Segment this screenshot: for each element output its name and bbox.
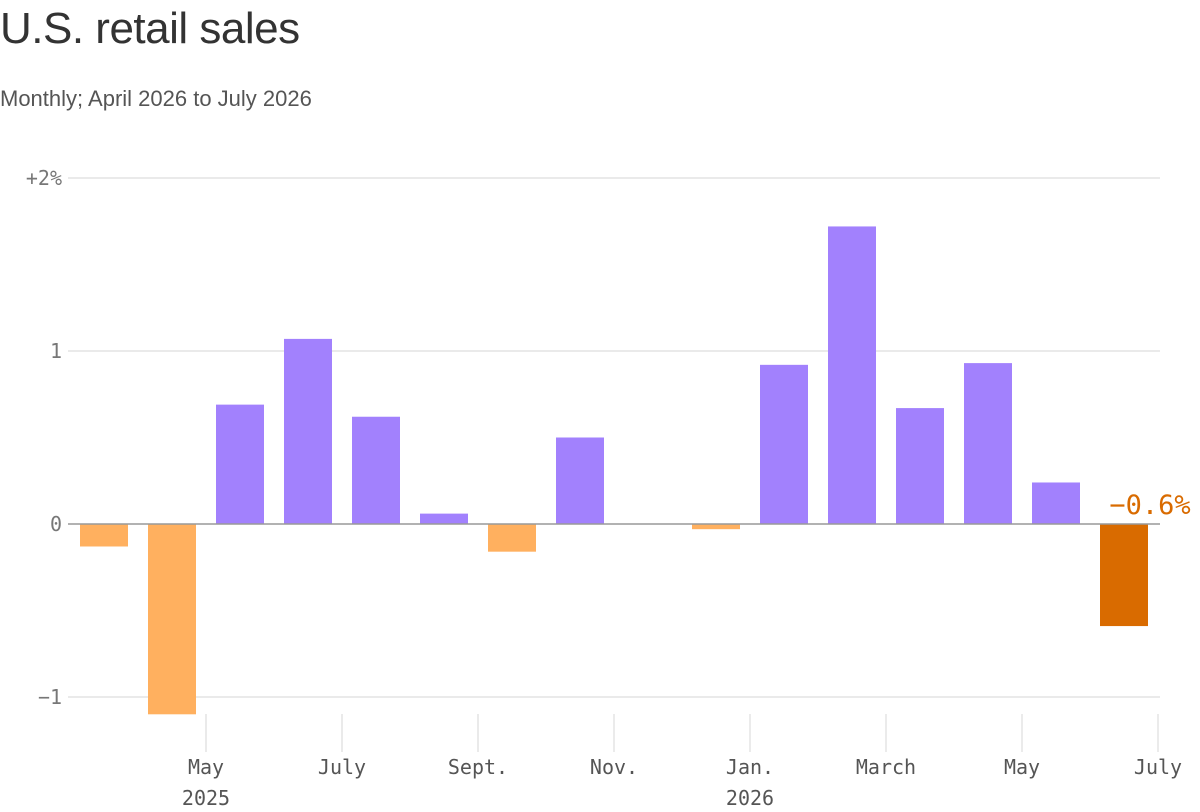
chart-subtitle: Monthly; April 2026 to July 2026	[0, 86, 312, 111]
x-tick-label: July	[318, 755, 366, 779]
x-tick-label: March	[856, 755, 916, 779]
y-tick-label: −1	[38, 685, 62, 709]
bar-2025-05	[148, 524, 196, 715]
bar-2025-07	[284, 338, 332, 524]
x-tick-year-label: 2025	[182, 786, 230, 810]
annotation-label: −0.6%	[1109, 490, 1190, 521]
bar-2025-09	[420, 513, 468, 524]
chart-title: U.S. retail sales	[0, 4, 300, 53]
y-tick-label: +2%	[26, 166, 62, 190]
y-tick-label: 0	[50, 512, 62, 536]
bar-2026-01	[692, 524, 740, 530]
bar-2025-08	[352, 416, 400, 524]
bar-2026-06	[1032, 482, 1080, 524]
bar-2026-04	[896, 408, 944, 524]
bar-2026-05	[964, 363, 1012, 524]
x-tick-label: July	[1134, 755, 1182, 779]
x-tick-label: Jan.	[726, 755, 774, 779]
y-tick-label: 1	[50, 339, 62, 363]
bar-2025-06	[216, 404, 264, 524]
bar-2026-03	[828, 226, 876, 524]
bar-2026-02	[760, 364, 808, 524]
x-tick-label: May	[1004, 755, 1040, 779]
bar-2025-10	[488, 524, 536, 552]
x-tick-label: Sept.	[448, 755, 508, 779]
x-tick-label: May	[188, 755, 224, 779]
bar-2026-07	[1100, 524, 1148, 627]
bar-2025-11	[556, 437, 604, 524]
x-tick-year-label: 2026	[726, 786, 774, 810]
bar-2025-04	[80, 524, 128, 547]
x-tick-label: Nov.	[590, 755, 638, 779]
